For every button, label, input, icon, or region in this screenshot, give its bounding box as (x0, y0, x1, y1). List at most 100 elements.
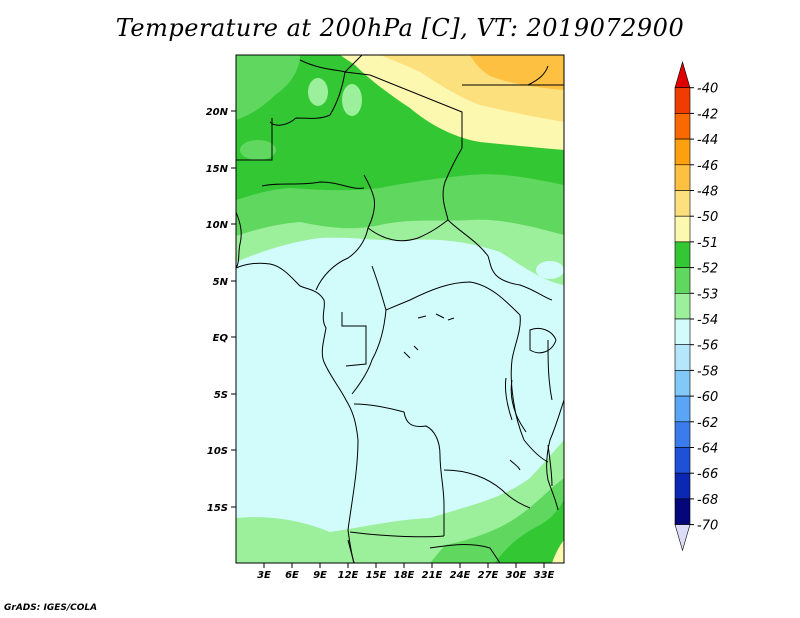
patch-east-cyan (536, 261, 564, 279)
east-coastline (546, 399, 564, 511)
band-50-51-west (236, 55, 300, 120)
border-mali-niger (236, 118, 273, 161)
coastline-borders (236, 55, 564, 563)
west-coastline (236, 211, 359, 563)
lat-tick-label: EQ (213, 333, 229, 344)
colorbar (674, 60, 691, 552)
border-cameroon-car (371, 265, 411, 311)
river-detail-2 (403, 345, 419, 359)
lon-tick-label: 6E (285, 570, 299, 581)
lat-ticks (231, 110, 236, 508)
river-detail-3 (509, 459, 521, 471)
colorbar-label: -56 (697, 339, 718, 354)
lat-tick-label: 15S (207, 503, 228, 514)
lon-tick-label: 24E (450, 570, 471, 581)
colorbar-label: -62 (697, 416, 718, 431)
lat-tick-label: 5N (213, 277, 229, 288)
lon-tick-label: 18E (394, 570, 415, 581)
colorbar-label: -58 (697, 364, 718, 379)
lon-tick-label: 27E (478, 570, 499, 581)
border-zambia-drc (443, 469, 531, 509)
lat-tick-label: 10N (206, 220, 229, 231)
border-south-sudan (447, 219, 553, 301)
lake-malawi (547, 444, 553, 487)
colorbar-label: -48 (697, 185, 718, 200)
colorbar-label: -42 (697, 107, 718, 122)
border-namibia (347, 539, 355, 563)
border-car-drc (409, 281, 521, 316)
border-chad-car (367, 219, 449, 242)
border-algeria-niger (299, 59, 463, 148)
colorbar-label: -52 (697, 262, 718, 277)
lon-tick-labels: 3E 6E 9E 12E 15E 18E 21E 24E 27E 30E 33E (257, 570, 554, 581)
patch-north-3 (240, 140, 276, 160)
colorbar-segment (674, 395, 691, 423)
colorbar-segment (674, 292, 691, 320)
colorbar-segment (674, 87, 691, 114)
border-congo-drc (351, 309, 387, 395)
lon-tick-label: 15E (366, 570, 387, 581)
border-chad-sudan (442, 147, 463, 221)
lon-ticks (263, 563, 545, 568)
colorbar-segment (674, 138, 691, 166)
lat-tick-label: 15N (206, 164, 229, 175)
colorbar-label: -51 (697, 236, 718, 251)
colorbar-label: -64 (697, 442, 718, 457)
band-51-southeast (552, 540, 564, 563)
lat-tick-label: 10S (207, 446, 228, 457)
plot-frame (235, 54, 565, 564)
colorbar-segment (674, 190, 691, 217)
border-chad-niger (269, 71, 346, 126)
colorbar-label: -68 (697, 493, 718, 508)
colorbar-label: -66 (697, 467, 718, 482)
colorbar-segment (674, 472, 691, 500)
border-lake-chad (363, 174, 375, 229)
colorbar-label: -70 (697, 519, 718, 534)
lon-tick-label: 3E (257, 570, 271, 581)
patch-north-1 (342, 84, 362, 116)
lat-tick-labels: 20N 15N 10N 5N EQ 5S 10S 15S (206, 107, 229, 514)
colorbar-label: -53 (697, 287, 718, 302)
colorbar-segment (674, 164, 691, 191)
colorbar-segment (674, 60, 691, 88)
nile-east (527, 65, 549, 86)
lon-tick-label: 9E (313, 570, 327, 581)
colorbar-segment (674, 318, 691, 346)
colorbar-label: -50 (697, 210, 718, 225)
colorbar-segment (674, 267, 691, 294)
border-drc-angola (353, 403, 445, 536)
patch-north-2 (308, 78, 328, 106)
colorbar-label: -54 (697, 313, 718, 328)
band-48-core (470, 55, 564, 90)
band-52-south-core (495, 500, 564, 563)
river-detail-1 (417, 313, 455, 321)
colorbar-label: -44 (697, 133, 718, 148)
colorbar-segment (674, 113, 691, 140)
lon-tick-label: 33E (534, 570, 555, 581)
colorbar-labels: -40 -42 -44 -46 -48 -50 -51 -52 -53 -54 -56 -58 -60 -… (690, 82, 718, 534)
lake-victoria (529, 327, 557, 354)
band-53-54-south (236, 440, 564, 563)
colorbar-segment (674, 447, 691, 474)
lake-tanganyika (505, 377, 527, 433)
border-libya-chad (344, 55, 363, 73)
colorbar-segment (674, 498, 691, 525)
colorbar-label: -46 (697, 159, 718, 174)
colorbar-segment (674, 370, 691, 397)
border-gabon (341, 312, 367, 367)
border-botswana (429, 544, 501, 563)
border-angola-zambia (349, 531, 445, 538)
plot-title: Temperature at 200hPa [C], VT: 201907290… (115, 14, 685, 42)
grads-credit: GrADS: IGES/COLA (4, 603, 98, 613)
border-niger-nigeria (261, 181, 365, 189)
colorbar-segment (674, 344, 691, 371)
lon-tick-label: 12E (338, 570, 359, 581)
colorbar-segment (674, 421, 691, 448)
colorbar-segment (674, 524, 691, 552)
lon-tick-label: 30E (506, 570, 527, 581)
colorbar-segment (674, 241, 691, 268)
border-tanzania (547, 339, 553, 401)
colorbar-label: -60 (697, 390, 718, 405)
colorbar-segment (674, 215, 691, 243)
